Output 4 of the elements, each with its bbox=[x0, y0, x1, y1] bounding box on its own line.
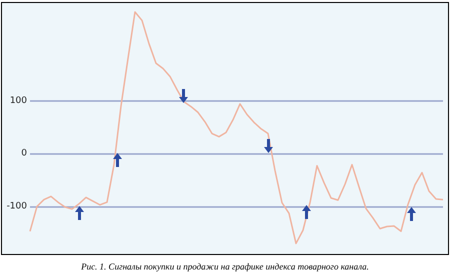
y-tick-label: 0 bbox=[21, 148, 28, 159]
y-tick-label: 100 bbox=[10, 96, 28, 106]
y-tick-label: -100 bbox=[6, 201, 28, 212]
text: Рис. 1. Сигналы покупки и продажи на графике индекса товарного канала. bbox=[80, 262, 369, 272]
